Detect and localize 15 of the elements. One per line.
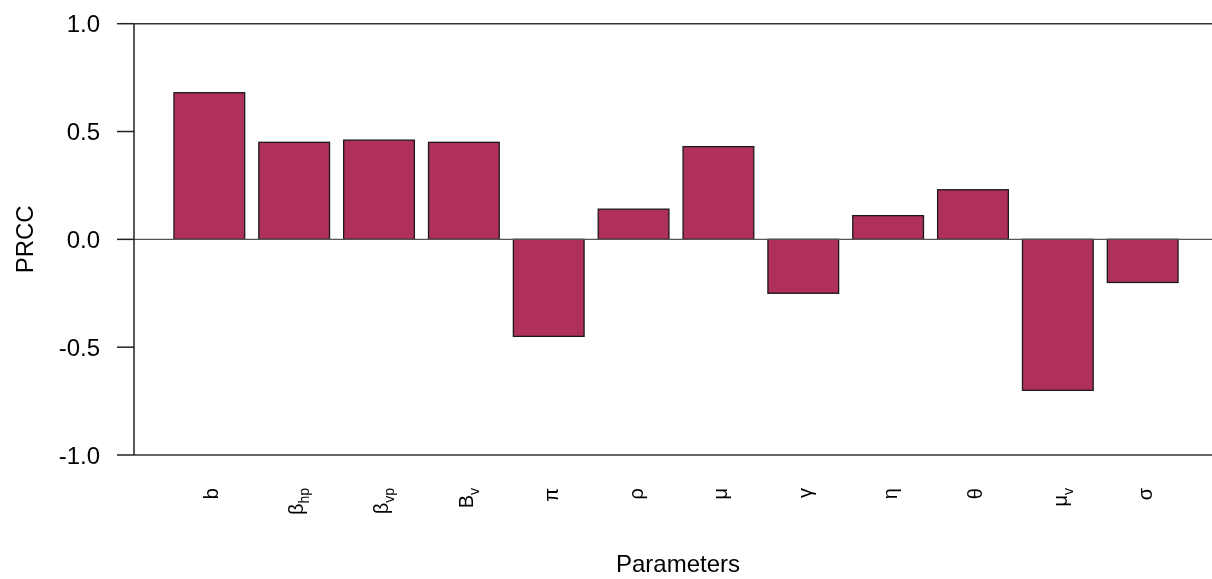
y-tick-label: 0.5 [66,118,100,146]
x-tick-label: θ [963,488,986,500]
x-axis-title: Parameters [615,550,741,577]
x-tick-label: γ [794,488,817,498]
y-axis-title: PRCC [11,205,38,274]
x-tick-label: σ [1133,487,1156,501]
y-tick-label: 1.0 [66,10,100,38]
x-tick-label: η [879,488,902,500]
x-tick-label: b [200,488,223,500]
x-tick-label: ρ [624,488,647,500]
y-tick-label: 0.0 [66,225,100,253]
x-tick-label: μ [709,488,732,500]
x-tick-label: π [539,488,562,502]
y-tick-label: -0.5 [58,333,100,361]
y-tick-label: -1.0 [58,441,100,469]
